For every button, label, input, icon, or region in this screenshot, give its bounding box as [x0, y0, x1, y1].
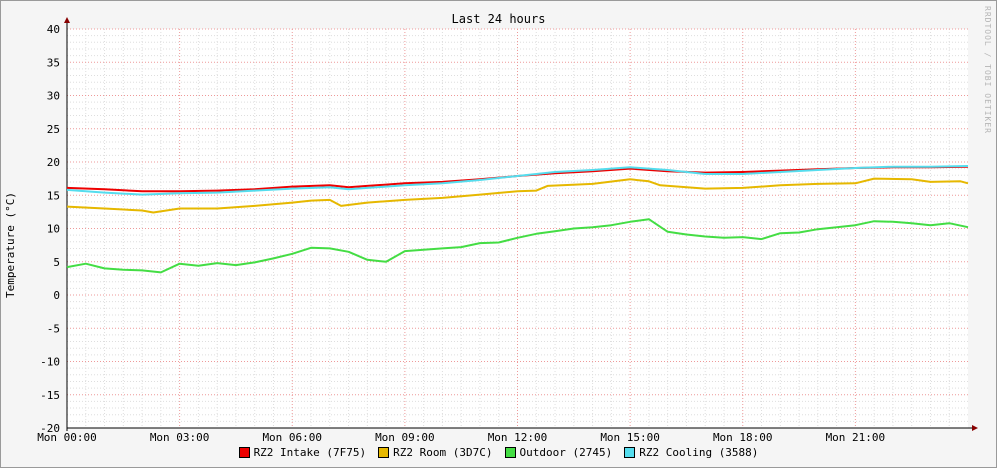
y-tick-label: 0 [53, 289, 60, 302]
legend-swatch [378, 447, 390, 458]
legend: RZ2 Intake (7F75) RZ2 Room (3D7C) Outdoor … [0, 446, 997, 459]
series-line [66, 165, 969, 196]
y-axis-arrow [64, 17, 70, 23]
y-tick-label: 10 [47, 223, 60, 236]
y-tick-label: 30 [47, 90, 60, 103]
y-tick-label: 20 [47, 156, 60, 169]
x-tick-label: Mon 15:00 [600, 431, 660, 444]
x-axis-arrow [972, 425, 978, 431]
y-tick-label: 5 [53, 256, 60, 269]
series-line [66, 218, 969, 274]
y-tick-label: 15 [47, 189, 60, 202]
legend-swatch [504, 447, 516, 458]
chart-title: Last 24 hours [451, 12, 546, 26]
legend-label: RZ2 Room (3D7C) [393, 446, 493, 459]
x-tick-label: Mon 09:00 [375, 431, 435, 444]
legend-swatch [238, 447, 250, 458]
y-tick-label: -10 [40, 356, 60, 369]
legend-item: Outdoor (2745) [504, 446, 613, 459]
legend-label: RZ2 Intake (7F75) [253, 446, 367, 459]
x-tick-label: Mon 03:00 [150, 431, 210, 444]
y-tick-label: -5 [47, 322, 60, 335]
y-tick-label: 35 [47, 56, 60, 69]
legend-label: Outdoor (2745) [519, 446, 613, 459]
axes [64, 17, 978, 431]
legend-label: RZ2 Cooling (3588) [639, 446, 759, 459]
series-lines [66, 165, 969, 274]
y-tick-label: 40 [47, 23, 60, 36]
watermark-text: RRDTOOL / TOBI OETIKER [983, 6, 992, 134]
y-tick-label: -20 [40, 422, 60, 435]
x-tick-label: Mon 18:00 [713, 431, 773, 444]
x-tick-label: Mon 12:00 [488, 431, 548, 444]
x-tick-label: Mon 06:00 [262, 431, 322, 444]
x-tick-label: Mon 21:00 [826, 431, 886, 444]
y-tick-label: -15 [40, 389, 60, 402]
y-tick-label: 25 [47, 123, 60, 136]
legend-item: RZ2 Room (3D7C) [378, 446, 493, 459]
x-tick-label: Mon 00:00 [37, 431, 97, 444]
series-line [66, 177, 969, 214]
legend-swatch [624, 447, 636, 458]
legend-item: RZ2 Cooling (3588) [624, 446, 758, 459]
legend-item: RZ2 Intake (7F75) [238, 446, 367, 459]
